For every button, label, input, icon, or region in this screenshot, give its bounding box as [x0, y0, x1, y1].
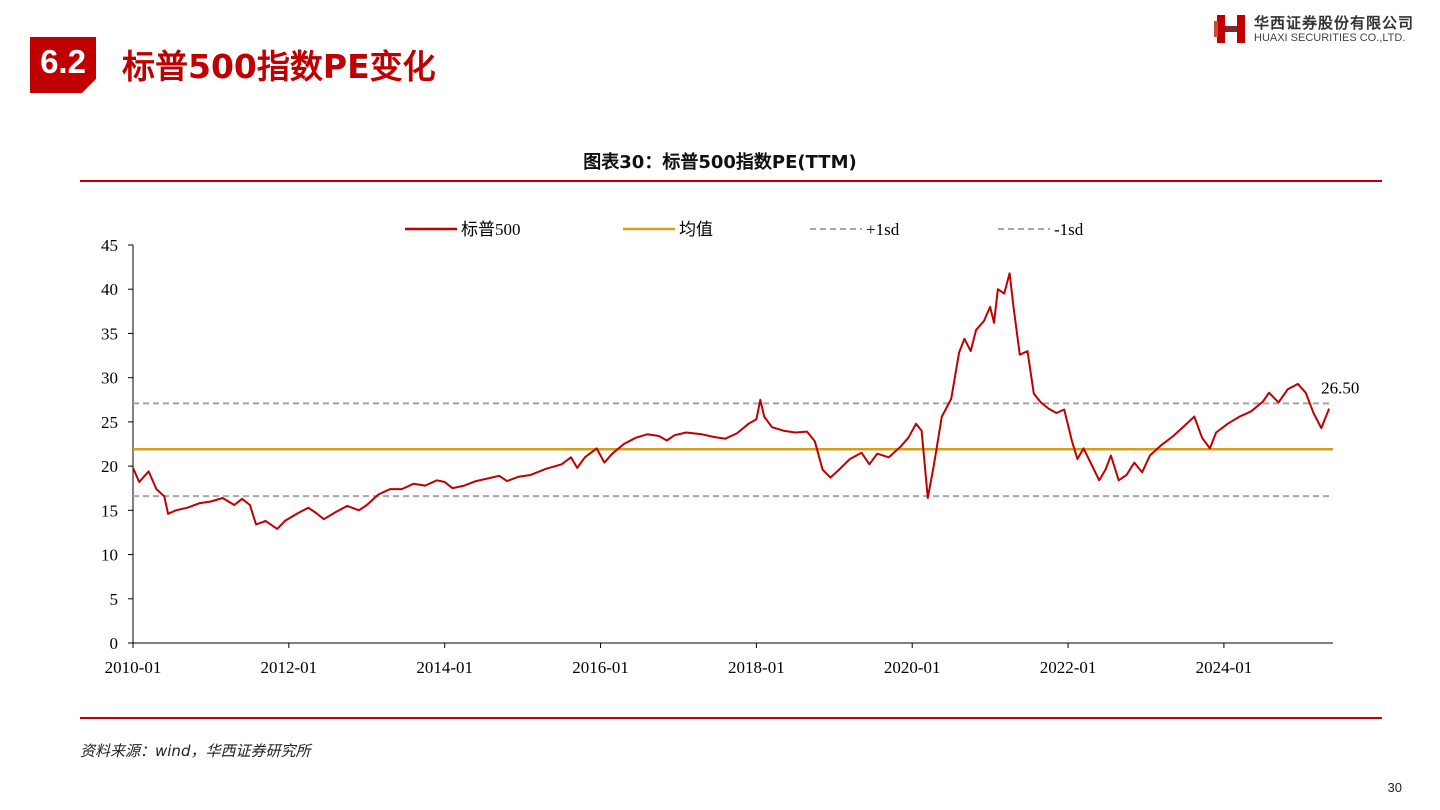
x-tick-label: 2014-01	[416, 658, 473, 677]
x-tick-label: 2016-01	[572, 658, 629, 677]
x-tick-label: 2018-01	[728, 658, 785, 677]
annotations-layer: 26.50	[1321, 379, 1359, 398]
section-number: 6.2	[40, 43, 86, 80]
legend-label-均值: 均值	[679, 220, 713, 239]
y-tick-label: 15	[101, 501, 118, 520]
chart-title: 图表30：标普500指数PE(TTM)	[583, 152, 857, 173]
x-tick-label: 2012-01	[261, 658, 318, 677]
section-number-badge: 6.2	[30, 37, 96, 93]
reference-lines	[133, 402, 1333, 498]
data-source-note: 资料来源：wind，华西证券研究所	[80, 742, 311, 760]
legend-label-标普500: 标普500	[461, 220, 521, 239]
company-name-cn: 华西证券股份有限公司	[1254, 14, 1415, 32]
series-layer	[132, 272, 1331, 530]
chart-axes: 0 5 10 15 20 25 30 35 40 45 2010-01 2012-01 2014-01 2…	[101, 236, 1333, 677]
huaxi-logo-mark-icon	[1214, 15, 1245, 43]
top-divider	[80, 180, 1382, 182]
series-line-标普500	[132, 272, 1331, 530]
page-number: 30	[1387, 780, 1402, 795]
end-value-label: 26.50	[1321, 379, 1359, 398]
x-tick-label: 2022-01	[1040, 658, 1097, 677]
x-tick-label: 2020-01	[884, 658, 941, 677]
y-tick-label: 0	[110, 634, 119, 653]
y-tick-label: 40	[101, 280, 118, 299]
bottom-divider	[80, 717, 1382, 719]
y-tick-label: 35	[101, 324, 118, 343]
x-tick-label: 2024-01	[1196, 658, 1253, 677]
legend-label-+1sd: +1sd	[866, 220, 900, 239]
badge-corner-notch	[82, 79, 96, 93]
section-title: 标普500指数PE变化	[122, 47, 436, 86]
y-tick-label: 5	[110, 590, 119, 609]
x-tick-label: 2010-01	[105, 658, 162, 677]
y-tick-label: 45	[101, 236, 118, 255]
y-tick-label: 25	[101, 413, 118, 432]
company-name-en: HUAXI SECURITIES CO.,LTD.	[1254, 32, 1406, 44]
chart-legend: 标普500 均值 +1sd -1sd	[405, 220, 1084, 239]
y-tick-label: 10	[101, 546, 118, 565]
y-tick-label: 20	[101, 457, 118, 476]
company-logo: 华西证券股份有限公司 HUAXI SECURITIES CO.,LTD.	[1214, 12, 1429, 48]
legend-label--1sd: -1sd	[1054, 220, 1084, 239]
y-tick-label: 30	[101, 369, 118, 388]
